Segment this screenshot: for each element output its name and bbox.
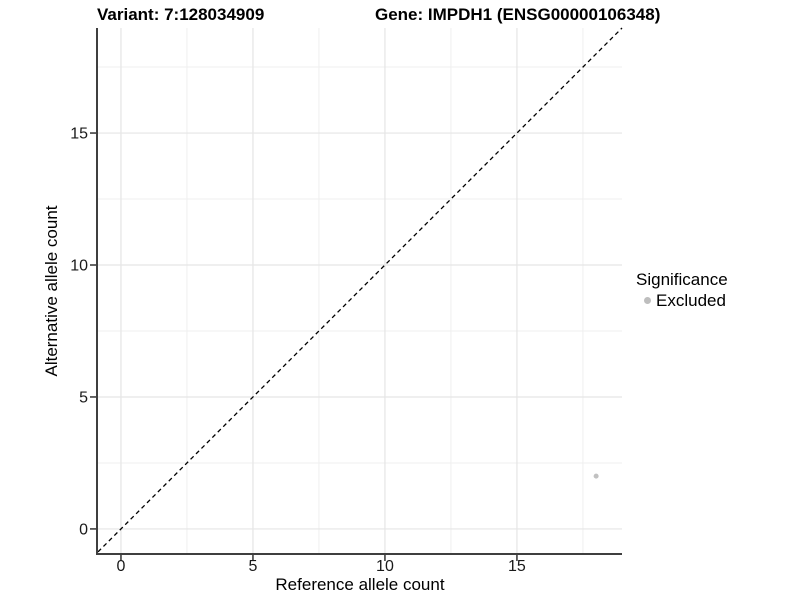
identity-line <box>97 27 623 553</box>
legend-key-circle-icon <box>644 297 651 304</box>
data-point <box>593 473 599 479</box>
x-tick-label: 5 <box>249 558 258 575</box>
legend-title: Significance <box>636 270 728 289</box>
y-tick-label: 0 <box>79 521 88 538</box>
legend-entry-label: Excluded <box>656 291 726 310</box>
x-axis-title: Reference allele count <box>275 575 445 594</box>
legend-entry-excluded: Excluded <box>636 291 728 310</box>
x-tick-label: 0 <box>117 558 126 575</box>
y-tick-label: 5 <box>79 389 88 406</box>
x-tick-label: 10 <box>376 558 394 575</box>
y-axis-title: Alternative allele count <box>42 205 61 377</box>
y-tick-label: 10 <box>70 258 88 275</box>
y-tick-label: 15 <box>70 126 88 143</box>
gene-title: Gene: IMPDH1 (ENSG00000106348) <box>375 5 661 24</box>
legend: Significance Excluded <box>636 270 728 310</box>
x-tick-label: 15 <box>508 558 526 575</box>
variant-title: Variant: 7:128034909 <box>97 5 265 24</box>
